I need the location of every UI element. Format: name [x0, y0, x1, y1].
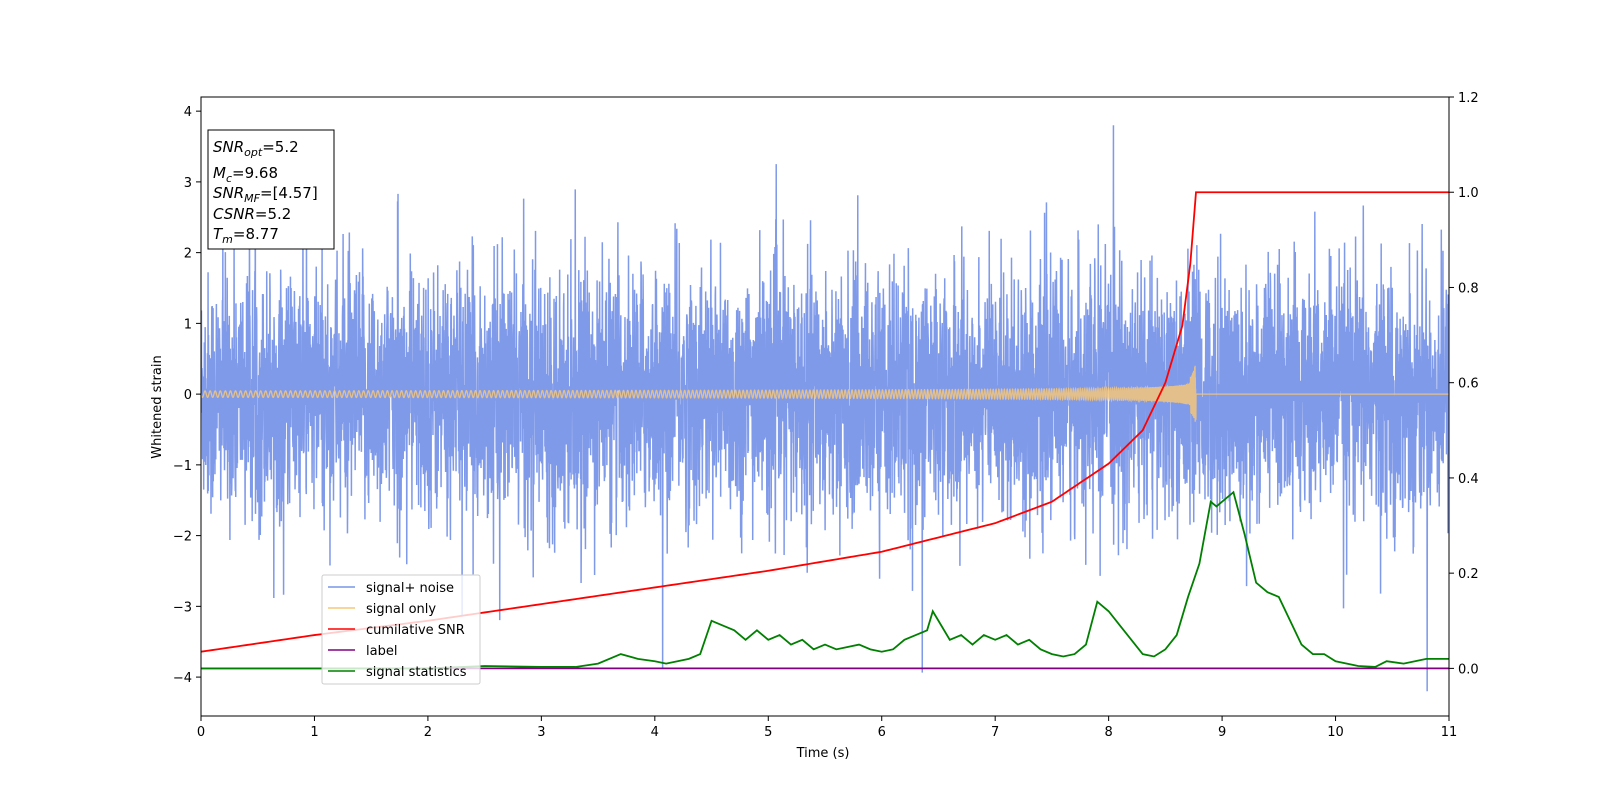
info-snr-opt: SNRopt=5.2 [213, 138, 299, 159]
svg-text:signal only: signal only [366, 602, 436, 617]
info-tm: Tm=8.77 [213, 225, 279, 246]
signal-noise-line [201, 125, 1449, 692]
y2-tick-label: 1.2 [1458, 91, 1479, 106]
y2-tick-label: 0.0 [1458, 662, 1479, 677]
info-box: SNRopt=5.2 Mc=9.68 SNRMF=[4.57] CSNR=5.2… [207, 129, 335, 250]
legend-entry-signal-only: signal only [328, 602, 436, 617]
y-tick-label: −4 [173, 671, 192, 686]
signal-statistics-line [201, 490, 1449, 670]
svg-text:signal statistics: signal statistics [366, 665, 467, 680]
y-tick-label: 4 [184, 105, 192, 120]
y2-tick-label: 0.4 [1458, 472, 1479, 487]
svg-text:cumilative SNR: cumilative SNR [366, 623, 465, 638]
svg-text:signal+ noise: signal+ noise [366, 581, 454, 596]
info-mc: Mc=9.68 [213, 164, 278, 185]
legend-entry-signal-noise: signal+ noise [328, 581, 454, 596]
cumulative-snr-line [201, 191, 1449, 653]
legend-entry-signal-statistics: signal statistics [328, 665, 467, 680]
x-axis-ticks: 0 1 2 3 4 5 6 7 8 9 10 11 [197, 716, 1457, 740]
y-tick-label: −1 [173, 459, 192, 474]
legend: signal+ noise signal only cumilative SNR… [321, 574, 481, 685]
x-tick-label: 4 [651, 725, 659, 740]
signal-only-line [201, 365, 1449, 422]
y2-tick-label: 1.0 [1458, 186, 1479, 201]
plot-frame [200, 96, 1450, 717]
x-tick-label: 9 [1218, 725, 1226, 740]
legend-entry-label: label [328, 644, 397, 659]
legend-entry-cumulative-snr: cumilative SNR [328, 623, 465, 638]
y-axis-ticks: −4 −3 −2 −1 0 1 2 3 4 [173, 105, 201, 686]
x-tick-label: 5 [764, 725, 772, 740]
y-tick-label: 2 [184, 247, 192, 262]
signal-only-layer [201, 365, 1449, 422]
x-tick-label: 10 [1327, 725, 1344, 740]
y-tick-label: 1 [184, 317, 192, 332]
y-tick-label: 0 [184, 388, 192, 403]
y2-axis-ticks: 0.0 0.2 0.4 0.6 0.8 1.0 1.2 [1449, 91, 1479, 677]
svg-text:label: label [366, 644, 397, 659]
signal-noise-layer [201, 125, 1449, 692]
x-tick-label: 6 [878, 725, 886, 740]
x-tick-label: 1 [310, 725, 318, 740]
y-tick-label: 3 [184, 176, 192, 191]
y2-tick-label: 0.8 [1458, 281, 1479, 296]
x-tick-label: 7 [991, 725, 999, 740]
x-tick-label: 11 [1441, 725, 1458, 740]
y-axis-label: Whitened strain [150, 355, 165, 458]
x-tick-label: 0 [197, 725, 205, 740]
x-tick-label: 3 [537, 725, 545, 740]
y-tick-label: −3 [173, 600, 192, 615]
x-tick-label: 2 [424, 725, 432, 740]
info-csnr: CSNR=5.2 [213, 205, 291, 223]
x-tick-label: 8 [1104, 725, 1112, 740]
y-tick-label: −2 [173, 530, 192, 545]
info-snr-mf: SNRMF=[4.57] [213, 184, 318, 205]
x-axis-label: Time (s) [796, 746, 850, 761]
y2-tick-label: 0.2 [1458, 567, 1479, 582]
y2-tick-label: 0.6 [1458, 377, 1479, 392]
